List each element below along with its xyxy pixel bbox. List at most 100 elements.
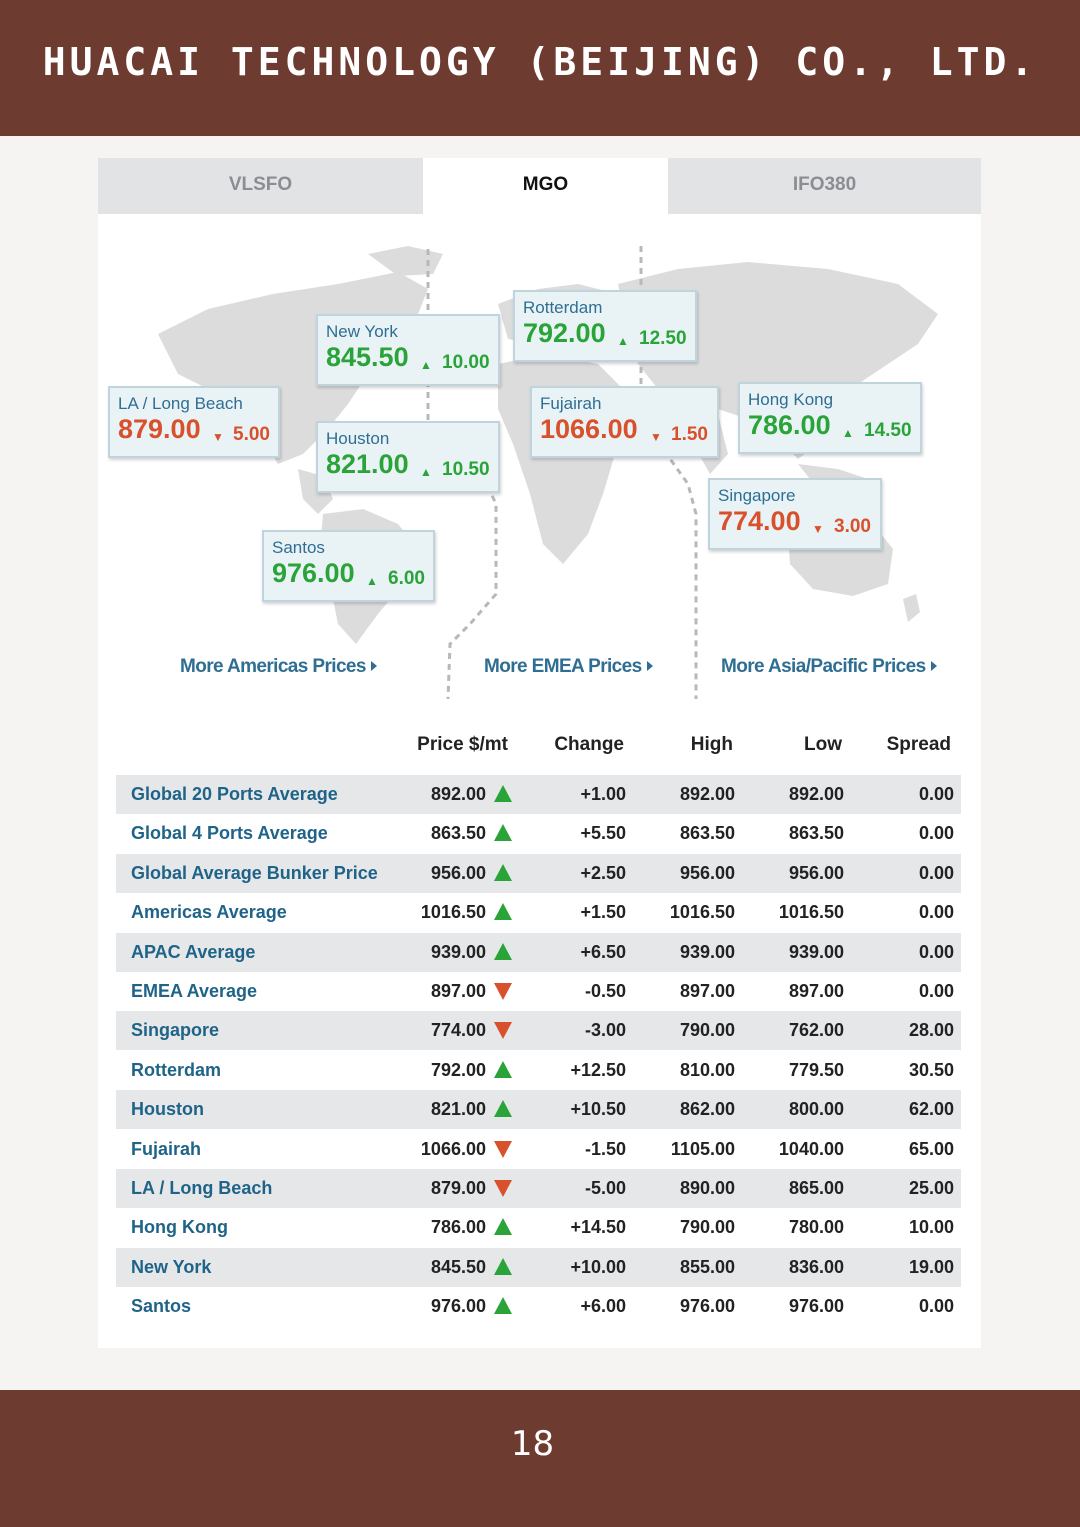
row-change: +12.50 [570,1059,626,1080]
map-card-fujairah[interactable]: Fujairah 1066.00 ▼ 1.50 [530,386,719,458]
port-price: 786.00 [748,410,831,440]
row-high: 1105.00 [670,1138,735,1159]
port-change: 12.50 [639,328,687,349]
up-triangle-icon [494,942,512,960]
col-header-high: High [690,734,733,755]
caret-right-icon [646,661,653,671]
port-name: LA / Long Beach [118,394,243,413]
row-change: +10.50 [570,1099,626,1120]
row-name[interactable]: Fujairah [131,1138,202,1159]
row-name[interactable]: Houston [131,1099,204,1120]
row-name[interactable]: Santos [131,1296,192,1317]
up-triangle-icon [494,1100,512,1118]
up-arrow-icon: ▲ [617,334,629,348]
row-price: 821.00 [430,1099,486,1120]
tab-mgo[interactable]: MGO [423,158,668,214]
row-low: 863.50 [788,823,844,844]
row-name[interactable]: Global Average Bunker Price [131,862,378,883]
row-name[interactable]: New York [131,1256,212,1277]
table-row: Hong Kong 786.00 +14.50 790.00 780.00 10.00 [116,1208,961,1247]
row-price: 774.00 [430,1020,486,1041]
up-triangle-icon [494,903,512,921]
port-name: Fujairah [540,394,602,413]
row-name[interactable]: Singapore [131,1020,220,1041]
row-spread: 0.00 [918,784,954,804]
more-apac-link[interactable]: More Asia/Pacific Prices [721,656,937,678]
row-high: 892.00 [679,784,735,804]
port-change: 10.00 [442,352,490,373]
row-low: 762.00 [788,1020,844,1041]
table-row: APAC Average 939.00 +6.50 939.00 939.00 0.00 [116,932,961,972]
row-low: 897.00 [788,981,844,1001]
more-americas-link[interactable]: More Americas Prices [180,656,377,678]
row-high: 855.00 [679,1256,735,1277]
map-card-hong-kong[interactable]: Hong Kong 786.00 ▲ 14.50 [738,382,922,454]
caret-right-icon [930,661,937,671]
row-low: 779.50 [788,1059,844,1080]
map-card-rotterdam[interactable]: Rotterdam 792.00 ▲ 12.50 [513,290,697,362]
row-low: 1016.50 [778,902,844,923]
row-price: 897.00 [430,981,486,1001]
table-row: Global 20 Ports Average 892.00 +1.00 892.00… [116,775,961,814]
port-name: Santos [272,538,325,557]
caret-right-icon [370,661,377,671]
table-row: Santos 976.00 +6.00 976.00 976.00 0.00 [116,1287,961,1326]
fuel-tabs: VLSFO MGO IFO380 [98,158,981,214]
port-change: 1.50 [671,424,708,445]
tab-vlsfo[interactable]: VLSFO [98,158,423,214]
table-row: Americas Average 1016.50 +1.50 1016.50 1016.… [116,893,961,932]
more-emea-link[interactable]: More EMEA Prices [484,656,653,678]
row-spread: 19.00 [908,1256,954,1277]
row-name[interactable]: LA / Long Beach [131,1178,273,1198]
row-spread: 0.00 [918,981,954,1001]
down-triangle-icon [494,983,512,1000]
tab-ifo380[interactable]: IFO380 [668,158,981,214]
down-arrow-icon: ▼ [212,430,224,444]
row-spread: 65.00 [908,1138,954,1159]
up-triangle-icon [494,1218,512,1236]
map-card-santos[interactable]: Santos 976.00 ▲ 6.00 [262,530,435,602]
row-price: 976.00 [430,1296,486,1317]
port-name: New York [326,322,398,341]
row-price: 845.50 [430,1256,486,1277]
port-name: Rotterdam [523,298,603,317]
row-name[interactable]: Americas Average [131,902,287,923]
row-name[interactable]: APAC Average [131,941,256,962]
map-card-la-long-beach[interactable]: LA / Long Beach 879.00 ▼ 5.00 [108,386,280,458]
row-low: 865.00 [788,1178,844,1198]
row-spread: 62.00 [908,1099,954,1120]
map-card-houston[interactable]: Houston 821.00 ▲ 10.50 [316,421,500,493]
row-low: 780.00 [788,1217,844,1238]
company-title: HUACAI TECHNOLOGY (BEIJING) CO., LTD. [42,40,1038,84]
row-high: 956.00 [679,862,735,883]
port-change: 5.00 [233,424,270,445]
row-change: -0.50 [584,981,626,1001]
row-low: 956.00 [788,862,844,883]
col-header-price: Price $/mt [417,734,508,755]
row-price: 956.00 [430,862,486,883]
table-row: EMEA Average 897.00 -0.50 897.00 897.00 0.00 [116,972,961,1011]
map-card-new-york[interactable]: New York 845.50 ▲ 10.00 [316,314,500,386]
row-name[interactable]: Global 4 Ports Average [131,823,328,844]
row-high: 939.00 [679,941,735,962]
row-name[interactable]: Rotterdam [131,1059,222,1080]
row-name[interactable]: Hong Kong [131,1217,228,1238]
row-change: +1.00 [580,784,626,804]
row-high: 790.00 [679,1217,735,1238]
row-high: 862.00 [679,1099,735,1120]
row-spread: 30.50 [908,1059,954,1080]
port-change: 10.50 [442,459,490,480]
table-row: Singapore 774.00 -3.00 790.00 762.00 28.00 [116,1011,961,1051]
table-row: Global 4 Ports Average 863.50 +5.50 863.50 8… [116,814,961,853]
up-arrow-icon: ▲ [842,426,854,440]
port-price: 879.00 [118,414,201,444]
row-name[interactable]: Global 20 Ports Average [131,784,338,804]
row-spread: 0.00 [918,902,954,923]
row-name[interactable]: EMEA Average [131,981,258,1001]
table-row: LA / Long Beach 879.00 -5.00 890.00 865.00 25… [116,1169,961,1208]
map-card-singapore[interactable]: Singapore 774.00 ▼ 3.00 [708,478,882,550]
row-change: +5.50 [580,823,626,844]
row-spread: 0.00 [918,1296,954,1317]
up-arrow-icon: ▲ [420,465,432,479]
page-number: 18 [510,1424,555,1464]
